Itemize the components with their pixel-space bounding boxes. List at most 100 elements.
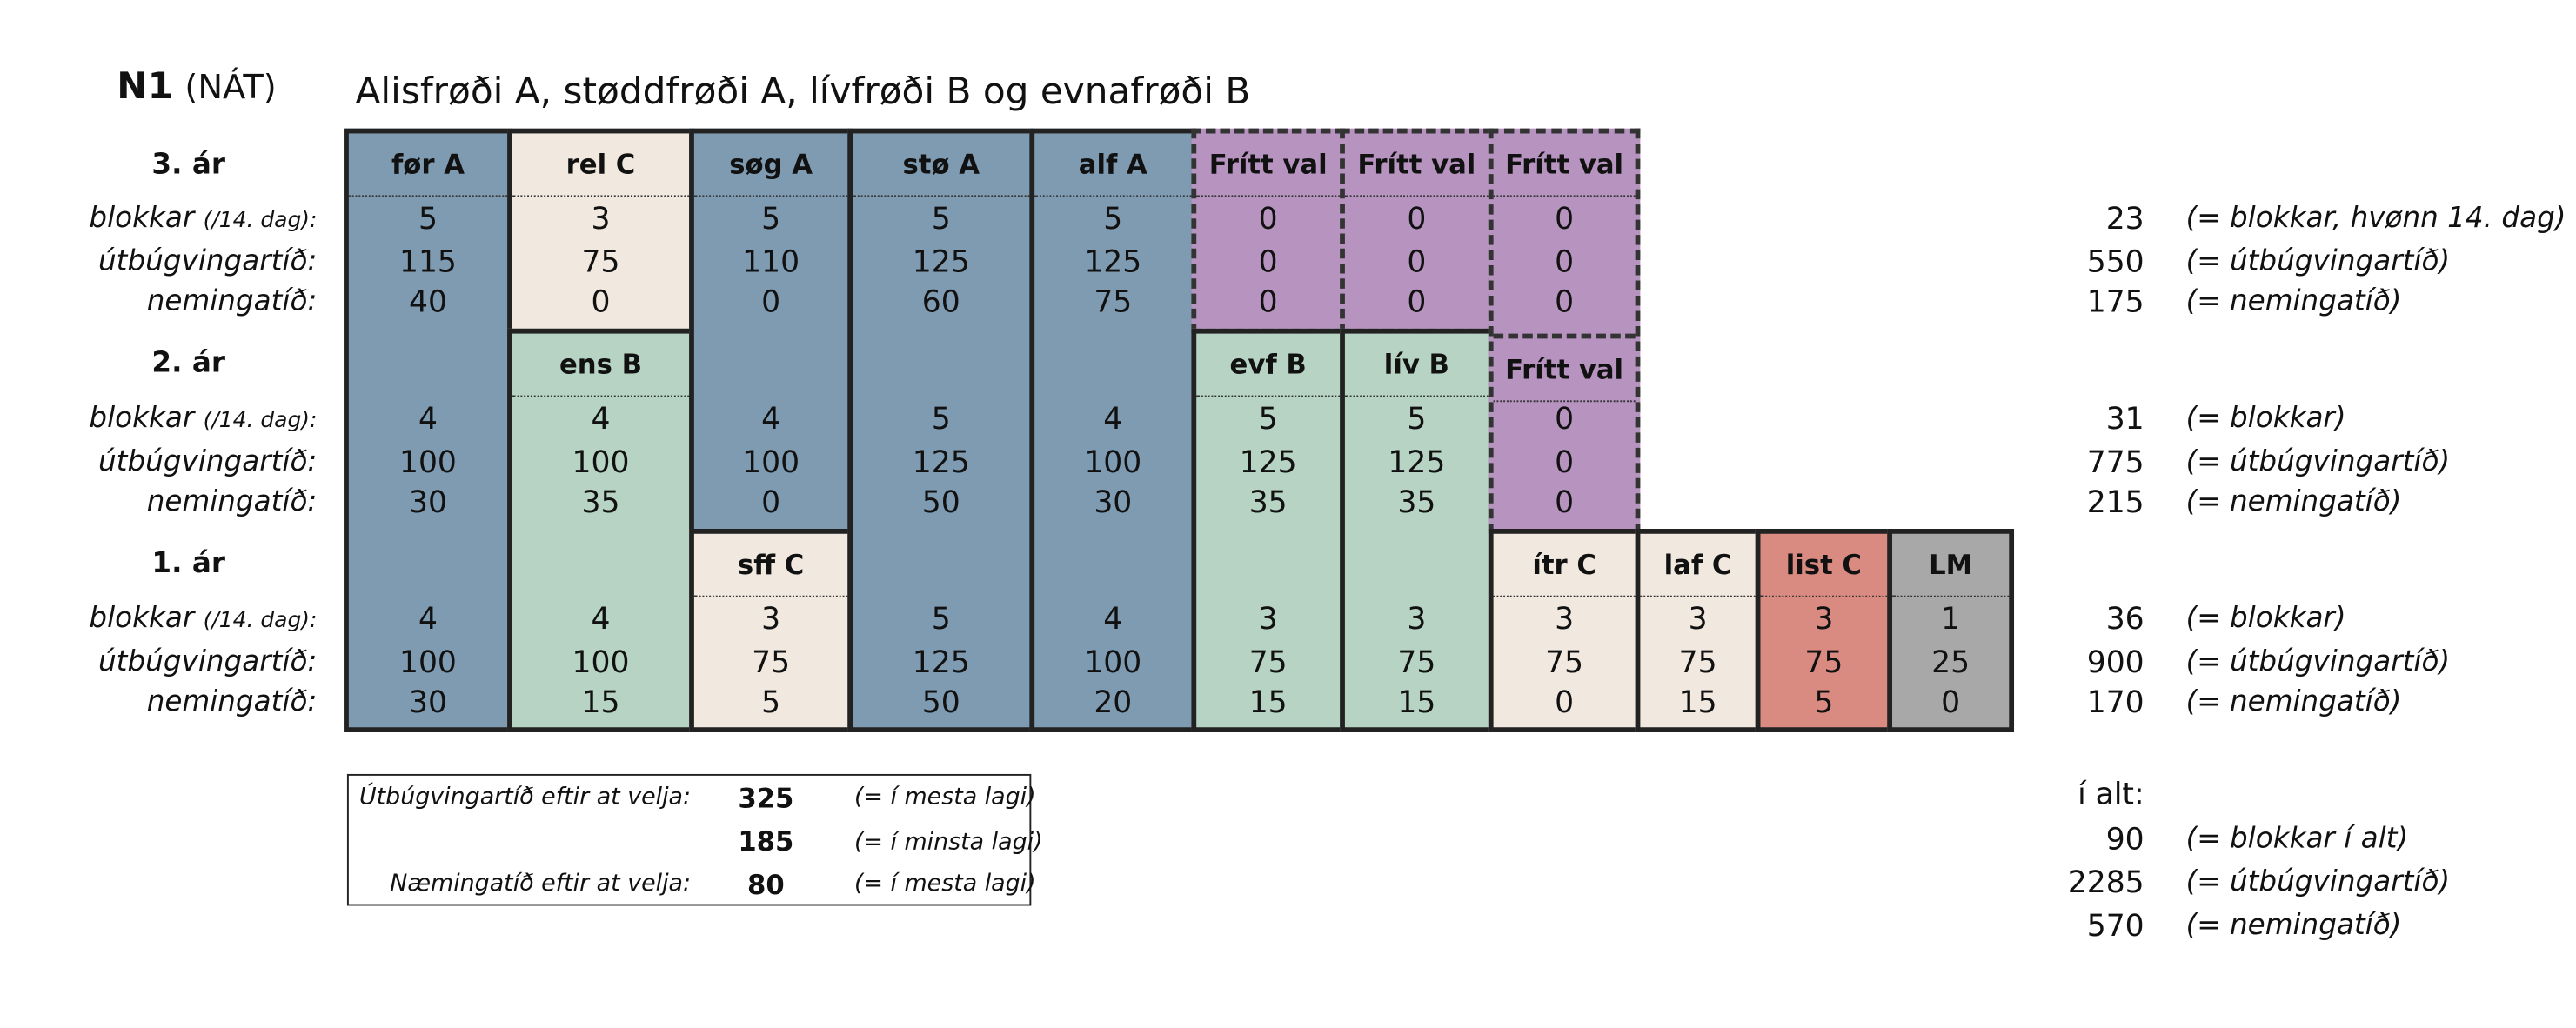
summary-label: Næmingatíð eftir at velja: bbox=[390, 871, 692, 898]
subject-header: alf A bbox=[1034, 133, 1192, 197]
total-note: (= útbúgvingartíð) bbox=[2185, 244, 2451, 279]
utbugvingartid-value: 100 bbox=[572, 645, 630, 681]
nemingatid-value: 30 bbox=[1094, 485, 1133, 521]
nemingatid-value: 15 bbox=[1397, 685, 1436, 721]
subject-column-rel: rel C 3 75 0 bbox=[507, 128, 694, 334]
subject-header: stø A bbox=[853, 133, 1030, 197]
utbugvingartid-value: 75 bbox=[1397, 645, 1436, 681]
nemingatid-value: 0 bbox=[1258, 284, 1278, 321]
total-note: (= útbúgvingartíð) bbox=[2185, 445, 2451, 479]
grand-total-blokkar: 90 bbox=[2105, 822, 2144, 858]
summary-value: 185 bbox=[738, 825, 794, 858]
subject-column-alf: alf A 5 125 75 4 100 30 4 100 20 bbox=[1029, 128, 1197, 733]
blokkar-value: 0 bbox=[1407, 202, 1427, 237]
nemingatid-value: 0 bbox=[591, 284, 611, 321]
subject-column-itr: ítr C 3 75 0 bbox=[1488, 529, 1641, 733]
utbugvingartid-value: 125 bbox=[912, 244, 970, 281]
program-code: N1 (NÁT) bbox=[117, 67, 276, 109]
year3-label: 3. ár bbox=[151, 148, 225, 183]
blokkar-sub: (/14. dag): bbox=[203, 609, 318, 634]
elective-header: Frítt val bbox=[1196, 133, 1341, 197]
total-blokkar-y2: 31 bbox=[2105, 402, 2144, 437]
utbugvingartid-value: 75 bbox=[1678, 645, 1717, 681]
utbugvingartid-value: 115 bbox=[399, 244, 457, 281]
utbugvingartid-value: 125 bbox=[1388, 445, 1446, 481]
nemingatid-label-y2: nemingatíð: bbox=[146, 485, 318, 519]
utbugvingartid-value: 75 bbox=[1804, 645, 1843, 681]
subject-column-liv: lív B 5 125 35 3 75 15 bbox=[1340, 328, 1494, 733]
blokkar-value: 5 bbox=[1407, 402, 1427, 437]
nemingatid-label-y1: nemingatíð: bbox=[146, 685, 318, 719]
nemingatid-value: 0 bbox=[761, 485, 781, 521]
subject-column-sog: søg A 5 110 0 4 100 0 bbox=[689, 128, 853, 534]
total-nemingatid-y1: 170 bbox=[2086, 685, 2144, 721]
nemingatid-value: 0 bbox=[761, 284, 781, 321]
blokkar-value: 0 bbox=[1555, 202, 1575, 237]
summary-note: (= í mesta lagi) bbox=[854, 871, 1036, 898]
utbugvingartid-label-y2: útbúgvingartíð: bbox=[98, 445, 318, 479]
utbugvingartid-value: 100 bbox=[1084, 645, 1142, 681]
blokkar-value: 3 bbox=[1555, 602, 1575, 637]
total-note: (= blokkar, hvønn 14. dag) bbox=[2185, 202, 2566, 236]
blokkar-value: 4 bbox=[591, 402, 611, 437]
nemingatid-value: 5 bbox=[1814, 685, 1834, 721]
total-note: (= útbúgvingartíð) bbox=[2185, 865, 2451, 899]
utbugvingartid-value: 25 bbox=[1931, 645, 1970, 681]
nemingatid-value: 35 bbox=[1248, 485, 1288, 521]
blokkar-main: blokkar bbox=[89, 402, 195, 436]
nemingatid-value: 15 bbox=[581, 685, 620, 721]
subject-column-laf: laf C 3 75 15 bbox=[1635, 529, 1761, 733]
blokkar-value: 5 bbox=[931, 402, 951, 437]
subject-column-evf: evf B 5 125 35 3 75 15 bbox=[1191, 328, 1345, 733]
blokkar-value: 0 bbox=[1555, 402, 1575, 437]
elective-header: Frítt val bbox=[1344, 133, 1489, 197]
total-note: (= blokkar) bbox=[2185, 602, 2346, 636]
nemingatid-value: 50 bbox=[921, 685, 960, 721]
utbugvingartid-value: 125 bbox=[1084, 244, 1142, 281]
blokkar-value: 3 bbox=[1407, 602, 1427, 637]
nemingatid-value: 35 bbox=[581, 485, 620, 521]
summary-note: (= í minsta lagi) bbox=[854, 829, 1043, 856]
blokkar-value: 3 bbox=[761, 602, 781, 637]
subject-header: ítr C bbox=[1493, 534, 1636, 597]
utbugvingartid-value: 125 bbox=[1239, 445, 1297, 481]
nemingatid-value: 50 bbox=[921, 485, 960, 521]
nemingatid-value: 15 bbox=[1678, 685, 1717, 721]
year2-label: 2. ár bbox=[151, 346, 225, 381]
total-nemingatid-y3: 175 bbox=[2086, 284, 2144, 321]
nemingatid-value: 5 bbox=[761, 685, 781, 721]
blokkar-value: 4 bbox=[418, 602, 438, 637]
elective-column: Frítt val 0 0 0 bbox=[1191, 128, 1345, 334]
subject-header: LM bbox=[1892, 534, 2010, 597]
blokkar-value: 5 bbox=[418, 202, 438, 237]
utbugvingartid-value: 100 bbox=[572, 445, 630, 481]
subject-column-sto: stø A 5 125 60 5 125 50 5 125 50 bbox=[847, 128, 1035, 733]
year1-label: 1. ár bbox=[151, 547, 225, 581]
utbugvingartid-label-y1: útbúgvingartíð: bbox=[98, 645, 318, 679]
subject-header: lív B bbox=[1344, 334, 1489, 397]
subject-column-ens: ens B 4 100 35 4 100 15 bbox=[507, 328, 694, 733]
utbugvingartid-value: 100 bbox=[399, 445, 457, 481]
total-note: (= blokkar í alt) bbox=[2185, 822, 2409, 856]
nemingatid-label-y3: nemingatíð: bbox=[146, 284, 318, 319]
program-type: (NÁT) bbox=[184, 66, 277, 107]
subject-header: søg A bbox=[693, 133, 848, 197]
utbugvingartid-value: 0 bbox=[1555, 445, 1575, 481]
elective-header: Frítt val bbox=[1493, 133, 1636, 197]
blokkar-value: 5 bbox=[931, 202, 951, 237]
utbugvingartid-label-y3: útbúgvingartíð: bbox=[98, 244, 318, 279]
nemingatid-value: 30 bbox=[408, 485, 447, 521]
summary-value: 325 bbox=[738, 782, 794, 814]
utbugvingartid-value: 0 bbox=[1258, 244, 1278, 281]
blokkar-main: blokkar bbox=[89, 202, 195, 236]
total-note: (= útbúgvingartíð) bbox=[2185, 645, 2451, 679]
blokkar-value: 3 bbox=[591, 202, 611, 237]
summary-value: 80 bbox=[746, 869, 785, 901]
utbugvingartid-value: 0 bbox=[1555, 244, 1575, 281]
subject-header: evf B bbox=[1196, 334, 1341, 397]
nemingatid-value: 20 bbox=[1094, 685, 1133, 721]
nemingatid-value: 0 bbox=[1407, 284, 1427, 321]
utbugvingartid-value: 100 bbox=[742, 445, 800, 481]
nemingatid-value: 0 bbox=[1555, 485, 1575, 521]
blokkar-value: 0 bbox=[1258, 202, 1278, 237]
